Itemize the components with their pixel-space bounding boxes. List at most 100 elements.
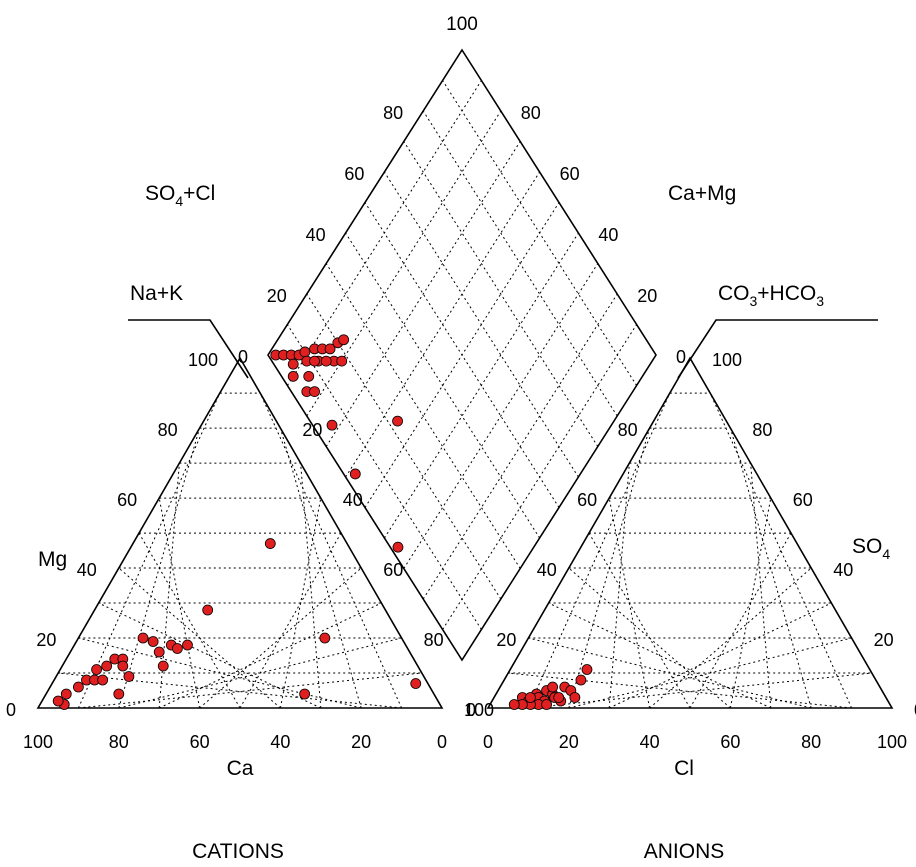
cation-right-tick: 80 — [424, 630, 444, 650]
cation-point — [157, 660, 169, 672]
cation-ca-tick: 80 — [109, 732, 129, 752]
diamond-grid-line — [345, 171, 541, 478]
co3-hco3-label: CO3+HCO3 — [718, 282, 824, 309]
anion-grid-line — [548, 602, 772, 709]
diamond-grid-line — [403, 141, 599, 447]
diamond-point — [326, 419, 338, 431]
cation-ca-tick: 40 — [270, 732, 290, 752]
diamond-grid-line — [383, 232, 579, 539]
cation-mg-tick: 40 — [77, 560, 97, 580]
anion-so4-tick: 60 — [793, 490, 813, 510]
diamond-point — [336, 355, 348, 367]
anion-so4-tick: 0 — [914, 700, 916, 720]
cation-mg-tick: 100 — [188, 350, 218, 370]
diagram-frames — [36, 48, 894, 709]
cation-point — [117, 660, 129, 672]
diamond-grid-line — [442, 80, 638, 386]
anion-triangle — [486, 356, 894, 709]
grid-lines — [58, 80, 872, 709]
cation-grid-line — [138, 532, 241, 709]
anion-grid-line — [608, 463, 630, 709]
cation-right-tick: 40 — [343, 490, 363, 510]
cation-grid-line — [239, 532, 342, 709]
anion-grid-line — [608, 602, 832, 709]
cation-point — [137, 632, 149, 644]
diamond-camg-tick: 20 — [637, 286, 657, 306]
diamond-point — [299, 346, 311, 358]
cation-ca-tick: 0 — [437, 732, 447, 752]
anion-point — [508, 699, 520, 710]
diamond-frame — [267, 48, 657, 662]
diamond-point — [324, 343, 336, 355]
anion-so4-tick: 100 — [712, 350, 742, 370]
diamond-grid-line — [306, 110, 502, 417]
diamond-camg-tick: 40 — [598, 225, 618, 245]
cation-grid-line — [300, 463, 322, 709]
diamond-camg-tick: 80 — [521, 103, 541, 123]
cation-mg-tick: 60 — [117, 490, 137, 510]
diamond-grid-line — [286, 80, 482, 386]
anion-point — [581, 664, 593, 675]
na-k-label: Na+K — [130, 282, 183, 305]
cation-point — [97, 674, 109, 686]
diamond-grid-line — [325, 141, 521, 447]
data-points — [52, 334, 593, 710]
anion-so4-tick: 40 — [833, 560, 853, 580]
so4-label: SO4 — [852, 535, 890, 562]
cation-grid-line — [279, 497, 322, 709]
diamond-grid-line — [345, 232, 541, 539]
diamond-so4cl-tick: 20 — [267, 286, 287, 306]
cation-point — [171, 643, 183, 654]
diamond-point — [338, 334, 350, 346]
cation-point — [73, 681, 84, 693]
cation-right-tick: 100 — [464, 700, 494, 720]
cation-point — [299, 688, 311, 700]
cation-point — [410, 678, 422, 689]
cation-point — [60, 688, 72, 700]
cations-title: CATIONS — [192, 840, 284, 863]
anion-point — [553, 692, 565, 703]
diamond-grid-line — [422, 110, 618, 417]
anion-so4-tick: 20 — [874, 630, 894, 650]
diamond-grid-line — [364, 202, 560, 508]
anion-left-tick: 80 — [618, 420, 638, 440]
na-k-leader-line — [128, 319, 249, 379]
diamond-so4cl-tick: 40 — [306, 225, 326, 245]
anion-grid-line — [729, 427, 812, 709]
diamond-grid-line — [325, 263, 521, 569]
anion-cl-tick: 60 — [720, 732, 740, 752]
anion-left-tick: 60 — [577, 490, 597, 510]
diamond-point — [309, 355, 320, 367]
anion-point — [547, 681, 559, 693]
cation-point — [153, 646, 165, 658]
cation-point — [264, 538, 276, 549]
anion-left-tick: 0 — [466, 700, 476, 720]
co3-hco3-leader-line — [677, 319, 878, 379]
cation-ca-tick: 100 — [23, 732, 53, 752]
anion-cl-tick: 80 — [801, 732, 821, 752]
diamond-so4cl-tick: 0 — [238, 347, 248, 367]
diamond-so4cl-tick: 80 — [383, 103, 403, 123]
cation-mg-tick: 0 — [6, 700, 16, 720]
cation-right-tick: 20 — [302, 420, 322, 440]
cation-point — [319, 632, 331, 644]
cation-point — [147, 636, 159, 647]
anion-point — [541, 699, 552, 710]
anions-title: ANIONS — [644, 840, 725, 863]
anion-grid-line — [588, 532, 691, 709]
ca-label: Ca — [227, 757, 254, 780]
anion-grid-line — [750, 463, 772, 709]
cation-grid-line — [158, 602, 382, 709]
cation-point — [202, 604, 214, 616]
diamond-point — [287, 358, 299, 370]
cation-mg-tick: 20 — [36, 630, 56, 650]
anion-so4-tick: 80 — [752, 420, 772, 440]
cation-triangle — [36, 356, 444, 709]
diamond-point — [309, 386, 320, 398]
anion-point — [569, 692, 581, 703]
anion-cl-tick: 20 — [559, 732, 579, 752]
anion-left-tick: 40 — [537, 560, 557, 580]
cation-ca-tick: 20 — [351, 732, 371, 752]
cation-grid-line — [279, 427, 362, 709]
